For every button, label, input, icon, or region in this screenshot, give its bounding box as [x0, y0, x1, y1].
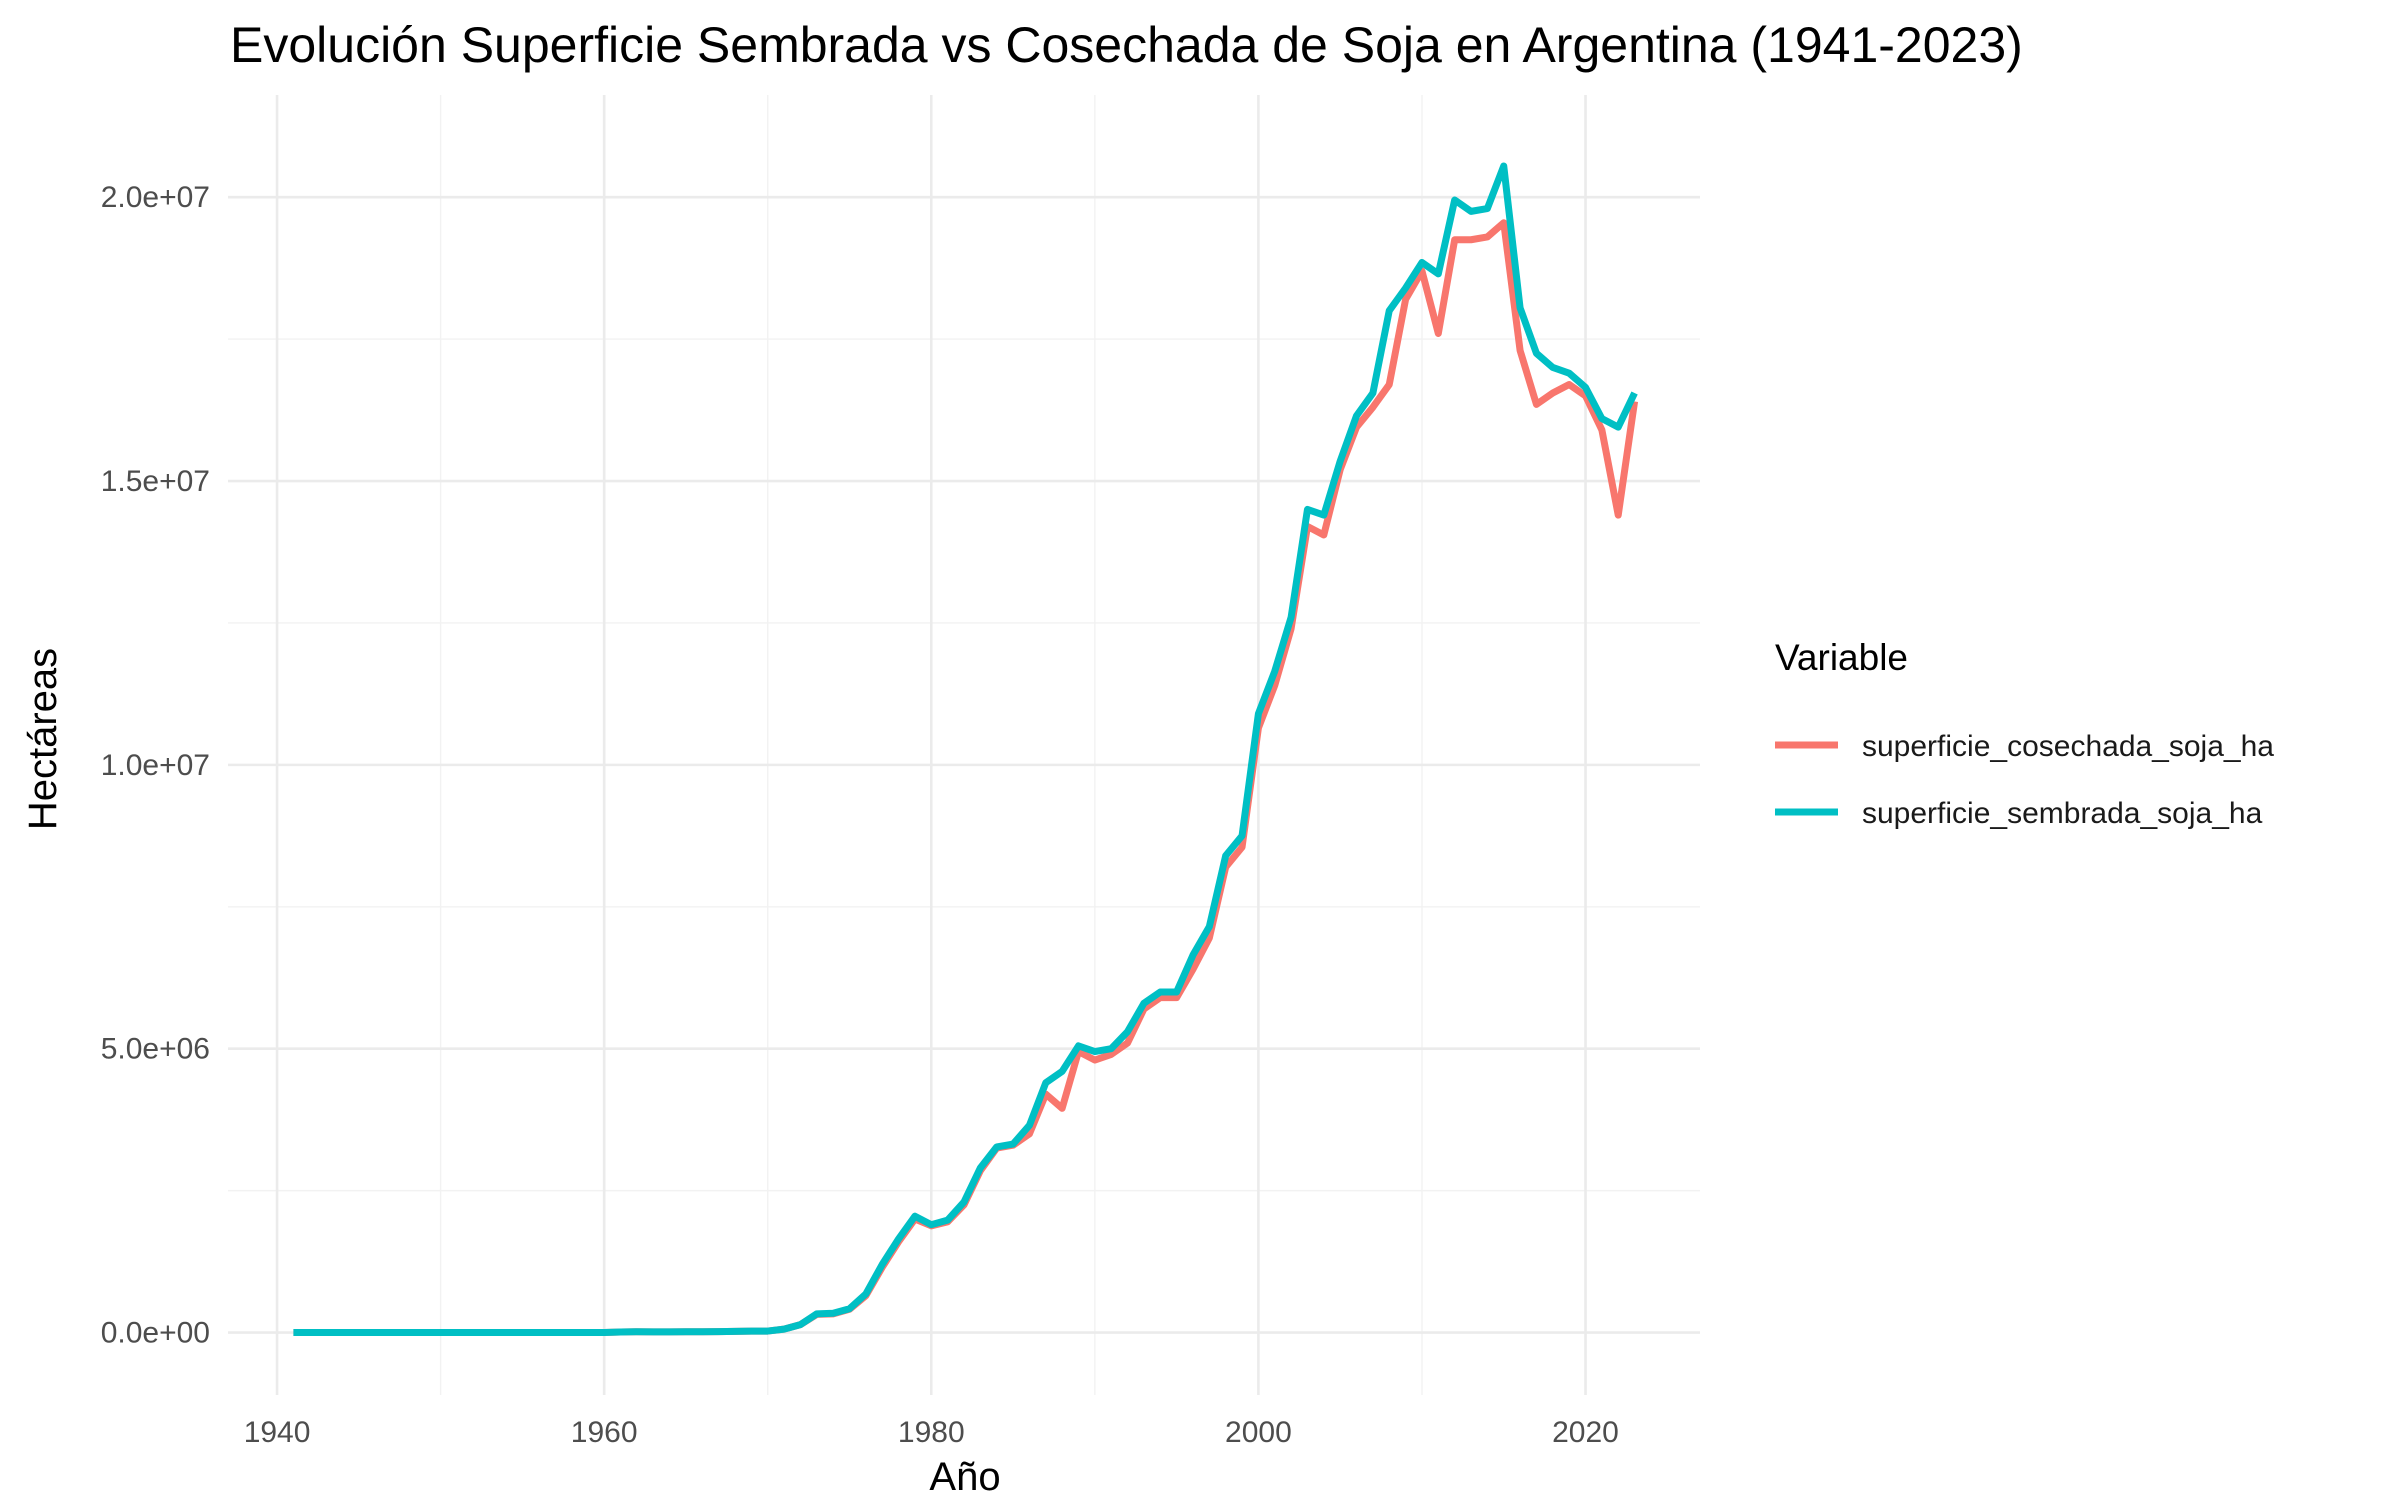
legend-title: Variable [1775, 637, 1908, 678]
legend-label: superficie_cosechada_soja_ha [1862, 730, 2274, 763]
y-tick-label: 2.0e+07 [101, 181, 210, 214]
x-axis-ticks: 1940 1960 1980 2000 2020 [244, 1416, 1619, 1449]
series-lines [293, 162, 1639, 1337]
x-tick-label: 1960 [571, 1416, 638, 1449]
legend-label: superficie_sembrada_soja_ha [1862, 797, 2263, 830]
y-tick-label: 1.5e+07 [101, 465, 210, 498]
y-tick-label: 1.0e+07 [101, 749, 210, 782]
series-line-1 [293, 162, 1638, 1337]
x-tick-label: 1940 [244, 1416, 311, 1449]
y-axis-title: Hectáreas [21, 648, 65, 830]
y-tick-label: 5.0e+06 [101, 1033, 210, 1066]
series-line-0 [293, 219, 1639, 1337]
y-axis-ticks: 0.0e+00 5.0e+06 1.0e+07 1.5e+07 2.0e+07 [101, 181, 210, 1349]
x-tick-label: 2020 [1552, 1416, 1619, 1449]
x-axis-title: Año [929, 1455, 1000, 1499]
chart-title: Evolución Superficie Sembrada vs Cosecha… [230, 17, 2023, 73]
x-tick-label: 2000 [1225, 1416, 1292, 1449]
legend: Variable superficie_cosechada_soja_hasup… [1775, 637, 2274, 830]
y-tick-label: 0.0e+00 [101, 1317, 210, 1350]
x-tick-label: 1980 [898, 1416, 965, 1449]
